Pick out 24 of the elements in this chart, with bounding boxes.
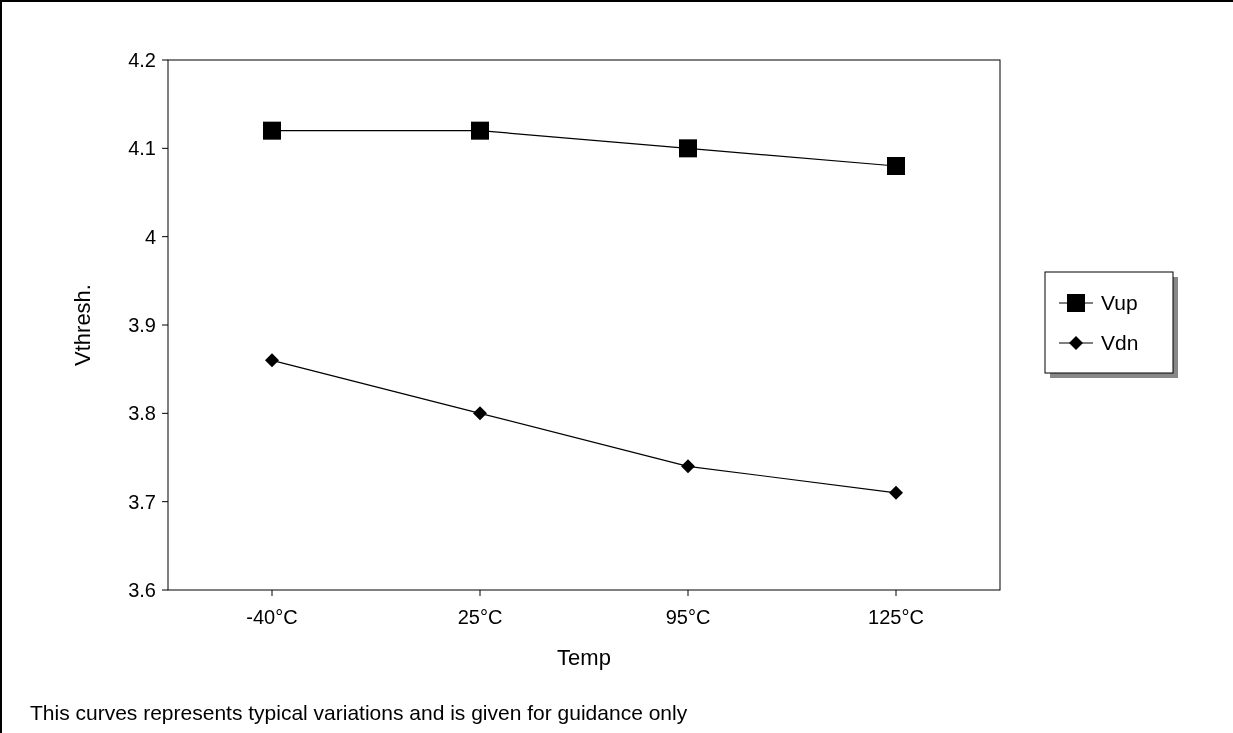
- point: [887, 157, 905, 175]
- point: [471, 121, 489, 140]
- point: [681, 459, 695, 474]
- legend-label: Vdn: [1101, 331, 1139, 355]
- x-tick-label: 95°C: [665, 606, 711, 628]
- y-tick-label: 3.9: [128, 314, 156, 336]
- y-tick-label: 3.6: [128, 579, 156, 601]
- x-tick-label: 25°C: [457, 606, 503, 628]
- y-tick-label: 3.8: [128, 402, 156, 425]
- point: [889, 485, 903, 500]
- y-tick-label: 4: [144, 225, 156, 248]
- point: [263, 121, 281, 140]
- y-tick-label: 4.1: [128, 137, 156, 160]
- point: [265, 353, 279, 368]
- point: [679, 139, 697, 158]
- x-tick-label: 125°C: [868, 606, 924, 628]
- legend-label: Vup: [1101, 291, 1138, 315]
- text: This curves represents typical variations and is given for guidance only: [30, 701, 688, 724]
- y-tick-label: 4.2: [128, 49, 156, 71]
- y-axis-title: Vthresh.: [70, 284, 95, 366]
- x-tick-label: -40°C: [246, 606, 298, 628]
- x-axis-title: Temp: [557, 645, 611, 670]
- point: [473, 406, 487, 421]
- y-tick-label: 3.7: [128, 490, 156, 513]
